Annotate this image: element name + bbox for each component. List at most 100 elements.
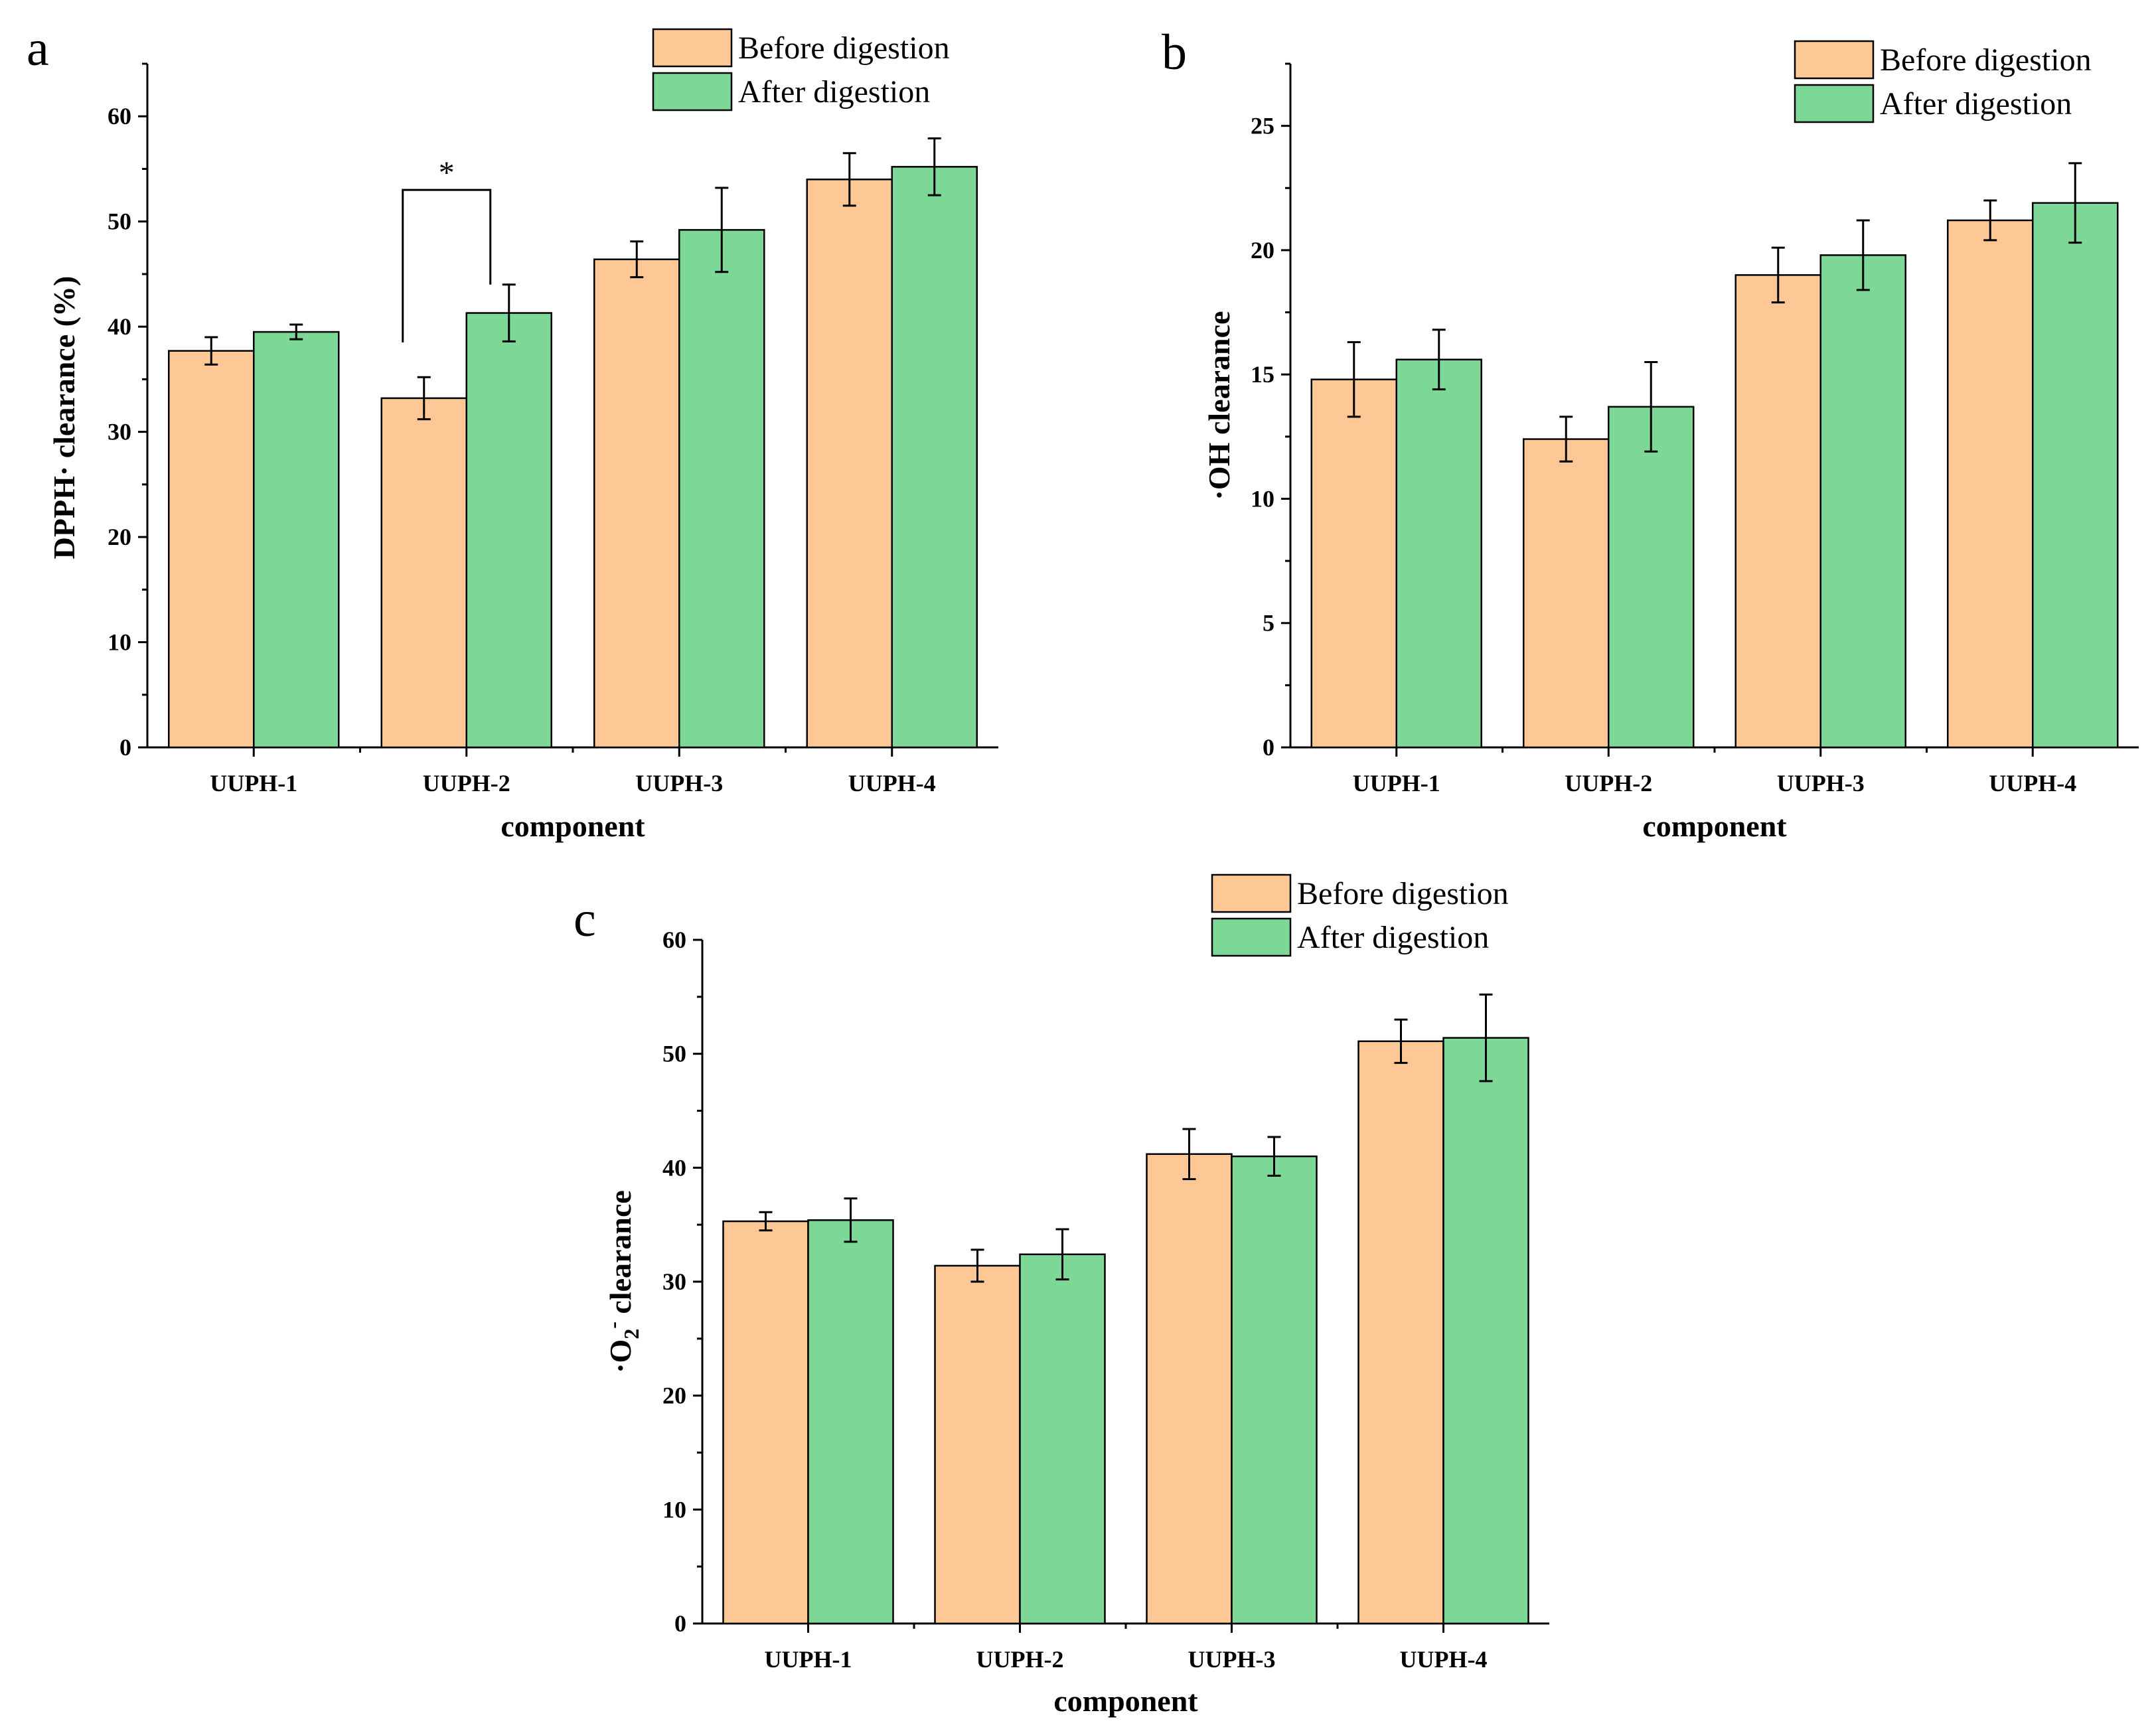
bar-after-uuph-2	[1019, 1253, 1106, 1625]
error-bar	[1394, 1018, 1408, 1064]
x-tick-label: UUPH-3	[1188, 1646, 1276, 1673]
panel-label: c	[574, 891, 596, 947]
significance-bracket	[402, 189, 492, 342]
x-tick-label: UUPH-4	[848, 770, 936, 796]
error-bar	[1771, 246, 1785, 304]
y-tick-label: 30	[662, 1268, 686, 1295]
error-bar	[844, 1197, 858, 1243]
legend: Before digestion After digestion	[1794, 40, 2092, 123]
bar-after-uuph-3	[678, 229, 765, 749]
y-tick-label: 10	[108, 629, 131, 656]
x-tick-label: UUPH-2	[976, 1646, 1064, 1673]
bar-after-uuph-3	[1231, 1155, 1318, 1625]
error-bar	[927, 137, 941, 196]
x-tick-label: UUPH-2	[1565, 770, 1652, 796]
error-bar	[1856, 219, 1870, 291]
x-tick-label: UUPH-1	[210, 770, 297, 796]
y-tick-label: 20	[1251, 237, 1274, 264]
y-tick-label: 50	[108, 208, 131, 235]
x-tick-label: UUPH-2	[423, 770, 510, 796]
error-bar	[1182, 1128, 1196, 1180]
error-bar	[1559, 415, 1573, 463]
bar-before-uuph-1	[722, 1220, 809, 1625]
legend-swatch-before	[652, 28, 733, 68]
legend-label: After digestion	[1297, 920, 1489, 955]
bar-after-uuph-1	[807, 1219, 894, 1625]
y-tick-label: 10	[1251, 485, 1274, 512]
legend: Before digestion After digestion	[652, 28, 950, 112]
y-tick-label: 15	[1251, 361, 1274, 388]
y-tick-label: 60	[108, 103, 131, 129]
error-bar	[970, 1248, 984, 1283]
legend-swatch-after	[1794, 84, 1875, 123]
error-bar	[842, 152, 856, 207]
legend-swatch-before	[1211, 873, 1292, 913]
error-bar	[1347, 340, 1361, 418]
bar-before-uuph-3	[1146, 1153, 1233, 1625]
bar-after-uuph-4	[2032, 202, 2119, 749]
error-bar	[630, 240, 644, 279]
y-tick-label: 40	[662, 1154, 686, 1181]
panel-label: b	[1162, 25, 1187, 80]
legend-label: Before digestion	[738, 31, 950, 66]
error-bar	[502, 283, 516, 342]
bar-before-uuph-3	[593, 258, 680, 749]
error-bar	[715, 187, 729, 273]
bar-after-uuph-3	[1819, 254, 1906, 749]
x-tick-label: UUPH-4	[1400, 1646, 1488, 1673]
bar-before-uuph-3	[1734, 274, 1821, 749]
bar-before-uuph-1	[1310, 378, 1397, 749]
error-bar	[204, 336, 218, 366]
legend-label: Before digestion	[1880, 42, 2092, 78]
x-tick-label: UUPH-3	[1777, 770, 1865, 796]
bar-after-uuph-4	[1442, 1037, 1529, 1625]
legend-label: Before digestion	[1297, 876, 1509, 911]
legend-swatch-after	[1211, 917, 1292, 957]
bar-after-uuph-1	[1395, 358, 1482, 749]
bar-before-uuph-4	[1947, 219, 2034, 749]
y-axis-title: ·O2- clearance	[601, 1190, 643, 1373]
legend-label: After digestion	[738, 74, 930, 110]
chart-panel-c: c 0 10 20 30 40 50 60 UUPH-1 UUPH-2 UUPH-3 UUPH-4 co…	[574, 873, 1549, 1718]
x-axis-title: component	[1642, 809, 1787, 843]
bar-before-uuph-2	[934, 1264, 1021, 1625]
y-tick-label: 25	[1251, 113, 1274, 139]
y-tick-label: 40	[108, 313, 131, 340]
bar-after-uuph-2	[1608, 406, 1695, 749]
error-bar	[2068, 162, 2082, 244]
error-bar	[1432, 329, 1446, 391]
x-tick-label: UUPH-1	[765, 1646, 852, 1673]
x-axis-title: component	[1053, 1684, 1198, 1718]
error-bar	[1267, 1136, 1281, 1177]
chart-panel-a: a 0 10 20 30 40 50 60 UUPH-1 UUPH-2 UUPH-3 UUPH-4 * c…	[27, 21, 998, 843]
bar-before-uuph-4	[806, 179, 893, 749]
legend-swatch-after	[652, 72, 733, 112]
y-tick-label: 0	[674, 1610, 686, 1637]
x-tick-label: UUPH-1	[1353, 770, 1440, 796]
y-tick-label: 10	[662, 1496, 686, 1523]
bar-after-uuph-2	[465, 312, 552, 749]
x-tick-label: UUPH-3	[635, 770, 723, 796]
bar-after-uuph-1	[253, 331, 340, 749]
y-tick-label: 20	[108, 524, 131, 550]
significance-marker: *	[439, 155, 455, 190]
legend: Before digestion After digestion	[1211, 873, 1509, 957]
error-bar	[417, 376, 431, 421]
legend-label: After digestion	[1880, 86, 2072, 121]
bar-before-uuph-2	[1523, 438, 1610, 749]
y-tick-label: 50	[662, 1041, 686, 1067]
y-tick-label: 0	[119, 734, 131, 761]
y-axis-title: ·OH clearance	[1202, 311, 1236, 500]
error-bar	[1479, 993, 1493, 1083]
error-bar	[1055, 1228, 1069, 1281]
error-bar	[759, 1211, 773, 1232]
y-tick-label: 0	[1263, 734, 1274, 761]
x-tick-label: UUPH-4	[1989, 770, 2076, 796]
error-bar	[289, 323, 303, 340]
error-bar	[1983, 199, 1997, 242]
y-tick-label: 60	[662, 927, 686, 953]
bar-before-uuph-2	[380, 397, 467, 749]
bar-before-uuph-4	[1357, 1040, 1444, 1625]
chart-panel-b: b 0 5 10 15 20 25 UUPH-1 UUPH-2 UUPH-3 UUPH-4 compo…	[1162, 25, 2139, 843]
